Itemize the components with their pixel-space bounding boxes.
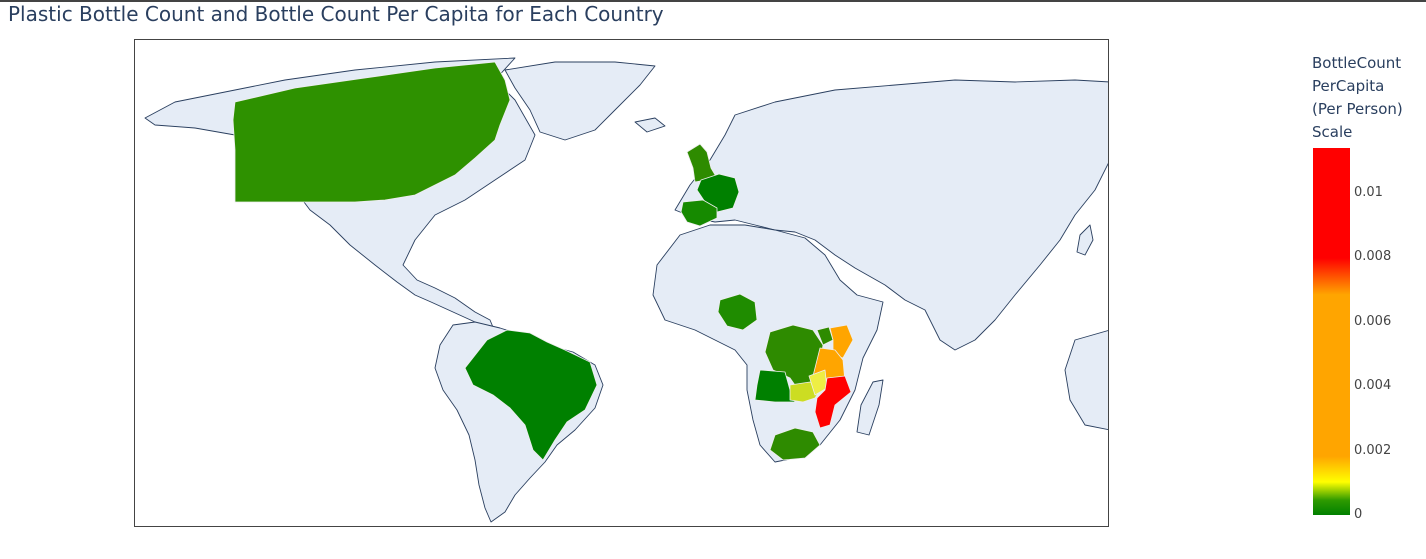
land-iceland — [634, 117, 666, 133]
colorbar-tick: 0.002 — [1354, 442, 1392, 458]
chart-title: Plastic Bottle Count and Bottle Count Pe… — [8, 2, 664, 26]
legend-title-line: PerCapita — [1312, 77, 1385, 95]
colorbar-tick: 0.006 — [1354, 313, 1392, 329]
land-eurasia — [674, 79, 1108, 351]
country-angola[interactable]: Angola — [754, 369, 796, 403]
country-united-kingdom[interactable]: United Kingdom — [686, 143, 718, 183]
colorbar-tick: 0 — [1354, 507, 1363, 522]
land-madagascar — [856, 379, 884, 436]
colorbar-tick: 0.004 — [1354, 378, 1392, 394]
country-kenya[interactable]: Kenya — [829, 324, 854, 359]
country-canada[interactable]: Canada — [232, 61, 511, 203]
colorbar-tick: 0.008 — [1354, 249, 1392, 265]
colorbar[interactable] — [1313, 148, 1350, 515]
colorbar-tick: 0.01 — [1354, 185, 1383, 201]
land-greenland — [504, 61, 656, 141]
land-australia — [1064, 330, 1108, 431]
country-mozambique[interactable]: Mozambique — [814, 375, 852, 429]
country-nigeria[interactable]: Nigeria — [717, 293, 758, 331]
legend-title-line: BottleCount — [1312, 54, 1402, 72]
legend-title-line: (Per Person) — [1312, 100, 1403, 118]
legend-title-line: Scale — [1312, 123, 1353, 141]
land-japan — [1076, 224, 1094, 256]
map-svg: Canada Brazil United Kingdom France Spai… — [144, 57, 1108, 523]
country-south-africa[interactable]: South Africa — [769, 427, 821, 461]
world-map[interactable]: Canada Brazil United Kingdom France Spai… — [134, 39, 1109, 527]
country-spain[interactable]: Spain — [680, 199, 718, 227]
top-border — [0, 0, 1426, 2]
country-brazil[interactable]: Brazil — [464, 329, 598, 461]
legend-title: BottleCount PerCapita (Per Person) Scale — [1312, 52, 1403, 144]
